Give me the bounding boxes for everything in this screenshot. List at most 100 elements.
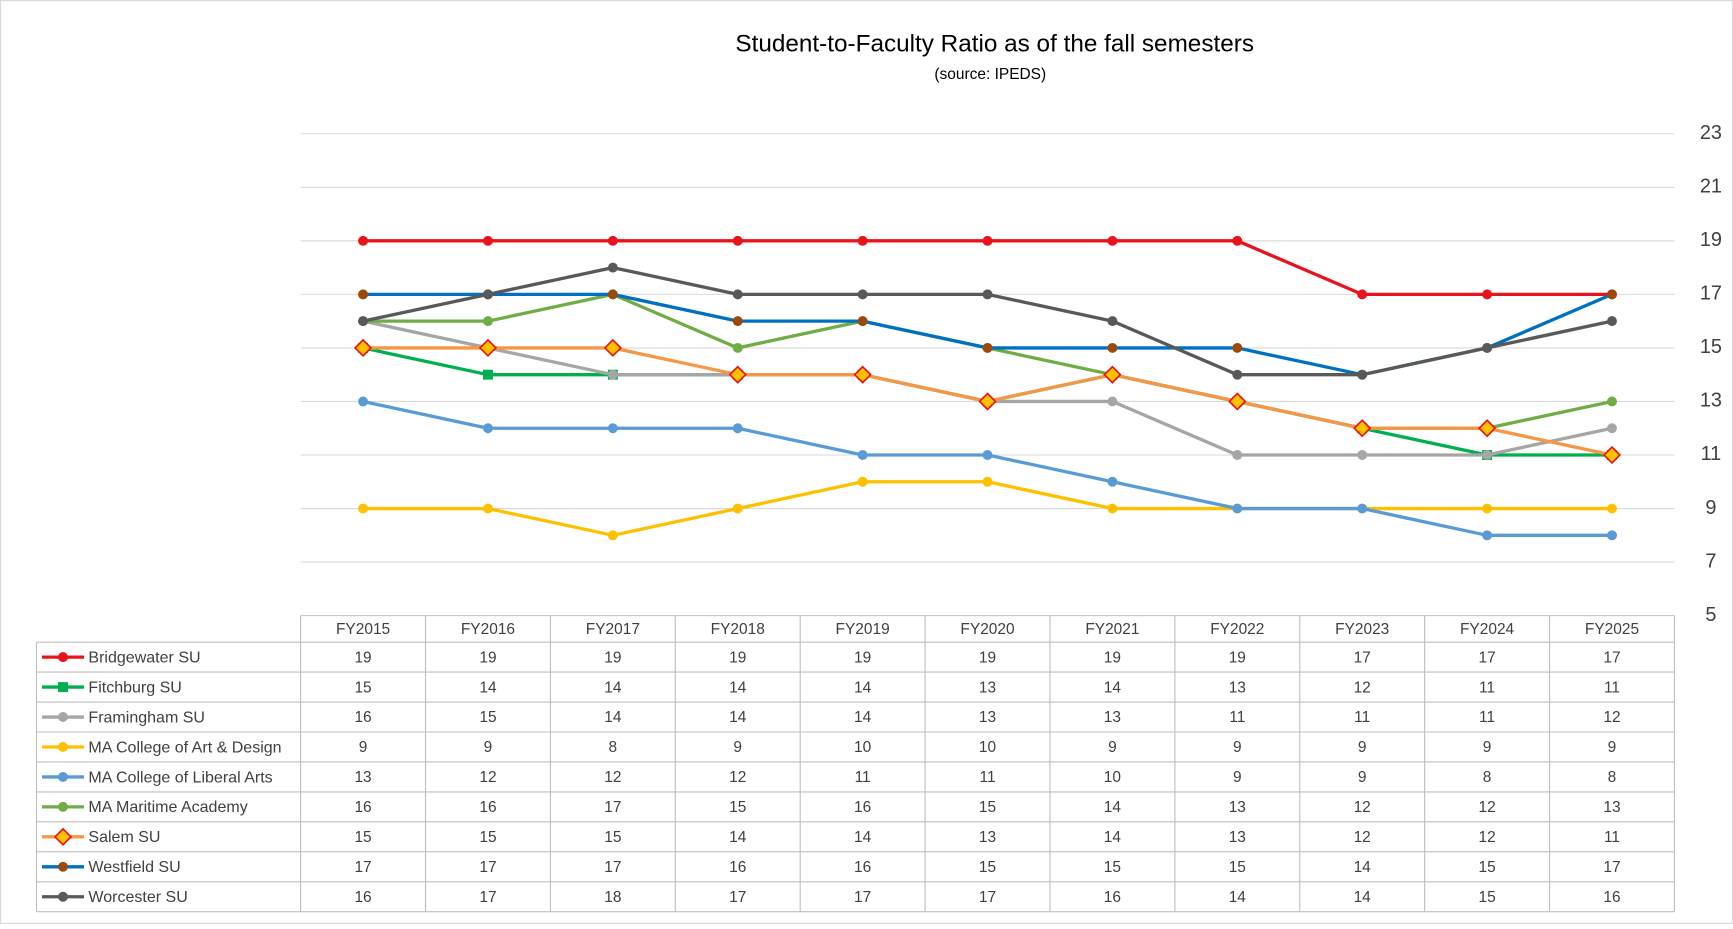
point: [1482, 503, 1493, 514]
table-cell: 19: [1229, 649, 1246, 666]
point: [857, 476, 868, 487]
point: [1602, 445, 1622, 465]
legend-marker: [58, 742, 68, 752]
y-tick-label: 19: [1700, 229, 1722, 251]
point: [353, 338, 373, 358]
point: [857, 450, 868, 460]
point: [482, 423, 493, 434]
table-cell: 14: [479, 679, 497, 696]
table-cell: 14: [729, 829, 747, 846]
y-tick-label: 13: [1700, 390, 1722, 412]
legend-label: Worcester SU: [88, 888, 187, 906]
table-cell: 16: [354, 799, 371, 816]
table-cell: 10: [979, 739, 996, 756]
y-tick-label: 21: [1700, 176, 1722, 198]
y-tick-label: 11: [1701, 443, 1722, 465]
point: [1107, 342, 1118, 353]
table-cell: 13: [354, 769, 371, 786]
legend-marker: [58, 712, 68, 723]
point: [1232, 235, 1243, 246]
table-cell: 15: [479, 829, 496, 846]
point: [982, 235, 993, 246]
point: [358, 235, 369, 246]
table-cell: 11: [1479, 679, 1495, 696]
point: [478, 338, 498, 358]
table-cell: 9: [1233, 769, 1242, 786]
point: [1607, 316, 1617, 327]
y-tick-label: 15: [1700, 336, 1722, 358]
table-cell: 16: [854, 799, 871, 816]
legend-marker: [58, 682, 68, 693]
table-cell: 17: [729, 889, 746, 906]
point: [982, 476, 993, 487]
table-cell: 17: [1603, 649, 1620, 666]
table-cell: 15: [354, 829, 371, 846]
y-tick-label: 17: [1700, 283, 1722, 305]
x-tick-label: FY2018: [711, 621, 765, 638]
table-cell: 14: [1104, 679, 1122, 696]
table-cell: 12: [1354, 679, 1371, 696]
table-cell: 11: [1229, 709, 1245, 726]
table-cell: 17: [354, 859, 371, 876]
legend-label: Bridgewater SU: [88, 648, 200, 666]
point: [1107, 503, 1118, 514]
point: [1228, 392, 1247, 411]
point: [482, 235, 493, 246]
table-cell: 15: [479, 709, 496, 726]
point: [1357, 503, 1368, 514]
table-cell: 13: [979, 679, 996, 696]
table-cell: 12: [1603, 709, 1620, 726]
table-cell: 16: [354, 889, 371, 906]
point: [1607, 423, 1617, 434]
table-cell: 10: [1104, 769, 1121, 786]
table-cell: 11: [1604, 829, 1620, 846]
table-cell: 17: [854, 889, 871, 906]
table-cell: 9: [359, 739, 368, 756]
table-cell: 15: [729, 799, 746, 816]
legend-marker: [58, 771, 68, 782]
table-cell: 13: [1603, 799, 1620, 816]
point: [1607, 530, 1617, 541]
point: [982, 450, 993, 460]
table-cell: 13: [1229, 679, 1246, 696]
table-cell: 9: [733, 739, 742, 756]
table-cell: 14: [604, 679, 622, 696]
point: [482, 369, 493, 380]
table-cell: 9: [1608, 739, 1617, 756]
y-tick-label: 23: [1700, 122, 1722, 144]
x-tick-label: FY2023: [1335, 621, 1389, 638]
table-cell: 14: [1354, 859, 1372, 876]
table-cell: 10: [854, 739, 871, 756]
point: [1477, 419, 1497, 438]
table-cell: 14: [854, 709, 872, 726]
legend-label: MA Maritime Academy: [88, 798, 247, 816]
table-cell: 11: [1604, 679, 1620, 696]
point: [1107, 476, 1118, 487]
table-cell: 12: [1478, 829, 1495, 846]
point: [732, 503, 743, 514]
table-cell: 9: [484, 739, 493, 756]
table-cell: 15: [1229, 859, 1246, 876]
chart-title: Student-to-Faculty Ratio as of the fall …: [735, 31, 1254, 58]
table-cell: 13: [1229, 829, 1246, 846]
table-cell: 12: [1478, 799, 1495, 816]
table-cell: 19: [729, 649, 746, 666]
point: [607, 530, 618, 541]
point: [1353, 419, 1372, 438]
table-cell: 14: [1354, 889, 1372, 906]
point: [1607, 503, 1617, 514]
table-cell: 14: [729, 679, 747, 696]
point: [482, 289, 493, 300]
point: [1357, 450, 1368, 460]
table-cell: 14: [1229, 889, 1247, 906]
point: [732, 235, 743, 246]
table-cell: 16: [1603, 889, 1620, 906]
table-cell: 13: [1104, 709, 1121, 726]
legend-marker: [58, 861, 68, 872]
table-cell: 15: [1104, 859, 1121, 876]
table-cell: 12: [1354, 829, 1371, 846]
point: [358, 289, 369, 300]
table-cell: 19: [1104, 649, 1121, 666]
legend-label: Salem SU: [88, 828, 160, 846]
